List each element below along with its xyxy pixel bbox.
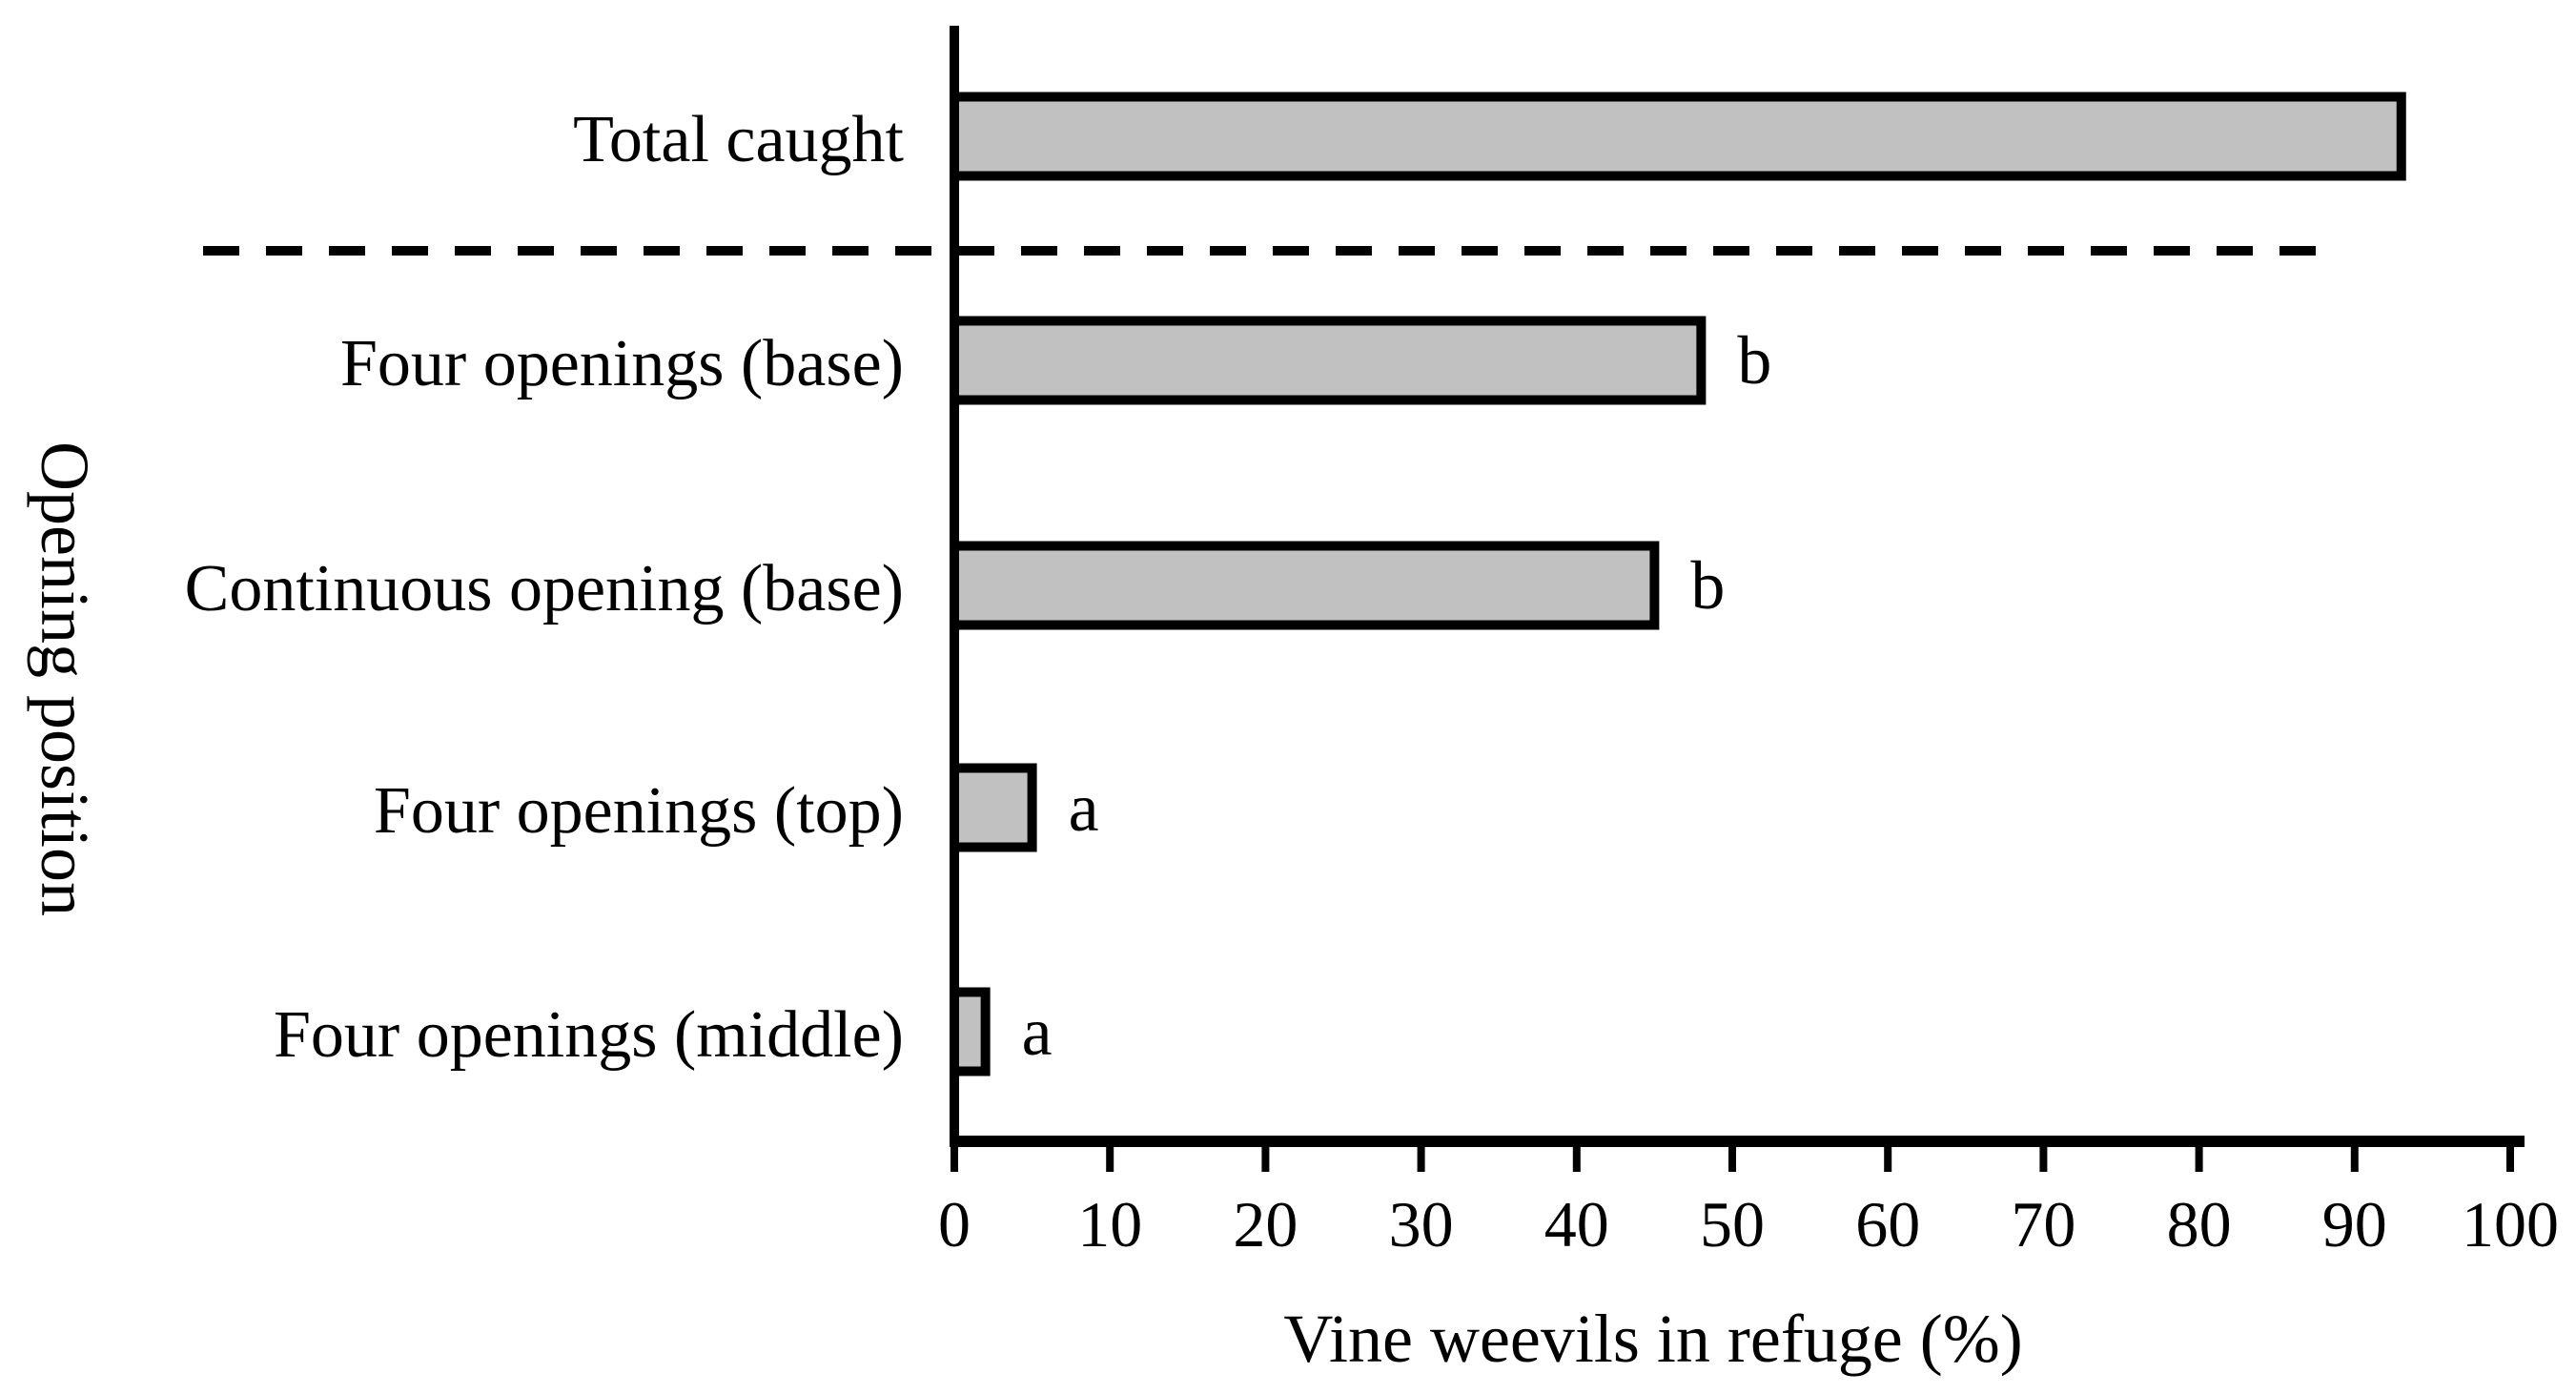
x-tick-label: 60 bbox=[1855, 1188, 1920, 1261]
category-label: Four openings (top) bbox=[374, 774, 904, 848]
category-label: Four openings (base) bbox=[340, 327, 904, 400]
bars-layer bbox=[950, 92, 2406, 1076]
significance-letter: a bbox=[1022, 994, 1053, 1070]
x-tick-label: 90 bbox=[2322, 1188, 2387, 1261]
bar bbox=[950, 541, 1660, 630]
x-tick-label: 30 bbox=[1389, 1188, 1454, 1261]
bar bbox=[950, 316, 1707, 405]
y-axis-title: Opening position bbox=[27, 441, 103, 916]
labels-layer: Total caught Four openings (base) b Continu… bbox=[185, 103, 2559, 1261]
x-tick-label: 50 bbox=[1700, 1188, 1765, 1261]
x-tick-label: 70 bbox=[2011, 1188, 2075, 1261]
significance-letter: b bbox=[1737, 322, 1771, 399]
x-tick-label: 20 bbox=[1233, 1188, 1298, 1261]
significance-letter: a bbox=[1069, 769, 1099, 846]
significance-letter: b bbox=[1690, 547, 1725, 624]
x-tick-label: 80 bbox=[2167, 1188, 2232, 1261]
x-axis-title: Vine weevils in refuge (%) bbox=[1283, 1301, 2022, 1377]
x-tick-label: 10 bbox=[1077, 1188, 1142, 1261]
bar bbox=[950, 763, 1037, 852]
x-tick-label: 40 bbox=[1544, 1188, 1609, 1261]
x-tick-label: 100 bbox=[2462, 1188, 2559, 1261]
category-label: Four openings (middle) bbox=[274, 998, 904, 1072]
x-tick-label: 0 bbox=[938, 1188, 971, 1261]
bar bbox=[950, 92, 2406, 181]
axes-layer bbox=[203, 26, 2525, 1172]
category-label: Continuous opening (base) bbox=[185, 552, 904, 625]
category-label: Total caught bbox=[573, 103, 904, 176]
